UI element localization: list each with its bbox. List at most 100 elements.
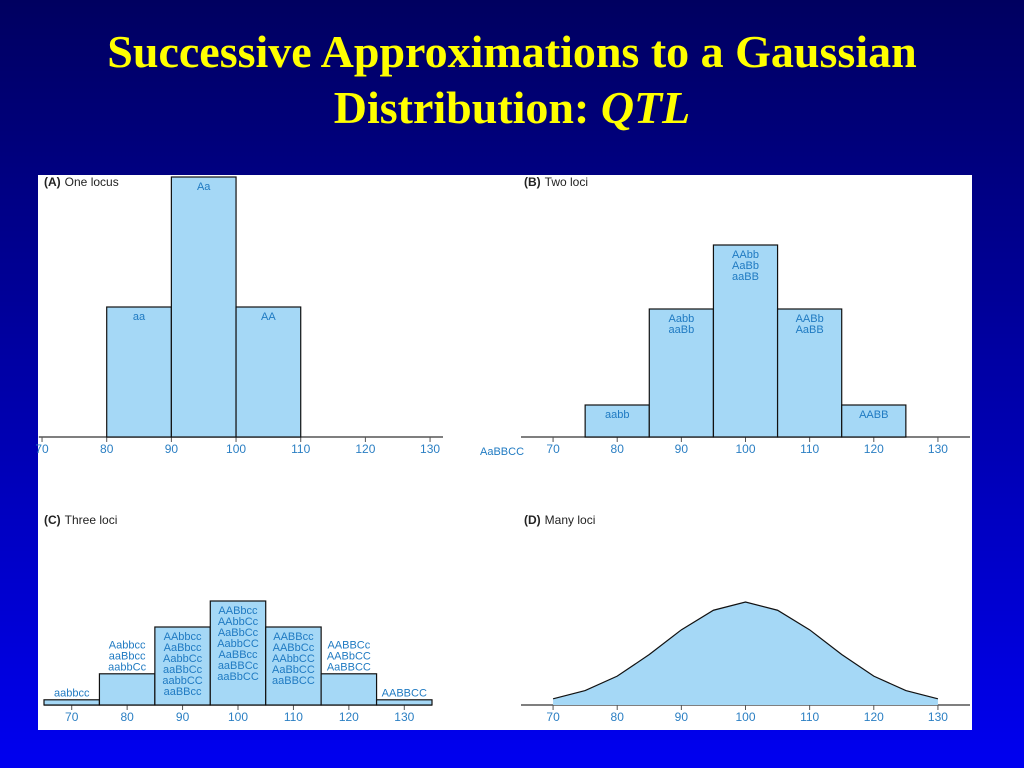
bar-label: AAbbCc bbox=[218, 616, 259, 628]
bar-label: AaBBCC bbox=[327, 662, 371, 674]
bar-label: AaBbcc bbox=[164, 642, 202, 654]
bar-label: aaBbCc bbox=[163, 664, 203, 676]
bar-label: aaBbCC bbox=[217, 671, 259, 683]
bar-label: aabbcc bbox=[54, 688, 90, 700]
x-tick-label: 90 bbox=[675, 442, 689, 456]
x-tick-label: 70 bbox=[65, 710, 79, 724]
bar-label: Aabbcc bbox=[109, 640, 146, 652]
bar-label: AabbCC bbox=[217, 638, 259, 650]
bar bbox=[43, 699, 101, 706]
x-tick-label: 80 bbox=[611, 442, 625, 456]
panel-letter: (B) bbox=[524, 175, 541, 189]
bar-label: AABBCC bbox=[382, 688, 427, 700]
bar-label: aaBBcc bbox=[164, 686, 202, 698]
bar bbox=[170, 176, 237, 438]
bar-label: Aa bbox=[197, 181, 211, 193]
bar-label: AaBb bbox=[732, 260, 759, 272]
x-tick-label: 120 bbox=[864, 710, 884, 724]
panel-name: Two loci bbox=[545, 175, 588, 189]
x-tick-label: 110 bbox=[800, 442, 819, 456]
annotation: AaBBCC bbox=[480, 446, 524, 458]
bar-label: AAbbCC bbox=[272, 653, 315, 665]
area-outline bbox=[552, 601, 939, 700]
panel-name: Three loci bbox=[65, 513, 118, 527]
x-tick-label: 90 bbox=[176, 710, 190, 724]
bar bbox=[584, 404, 650, 438]
x-tick-label: 130 bbox=[394, 710, 414, 724]
area-fill bbox=[553, 602, 938, 705]
bar-label: AAbb bbox=[732, 249, 759, 261]
title-text: Successive Approximations to a Gaussian … bbox=[107, 26, 917, 133]
x-tick-label: 100 bbox=[735, 710, 755, 724]
panel-title: (C) Three loci bbox=[44, 513, 117, 527]
x-tick-label: 90 bbox=[675, 710, 689, 724]
bar-label: AABBCc bbox=[327, 640, 370, 652]
bar-label: aaBBCC bbox=[272, 675, 315, 687]
bar-label: AaBbCC bbox=[272, 664, 315, 676]
bar bbox=[235, 306, 302, 438]
bar-label: AA bbox=[261, 311, 276, 323]
bar-label: AABB bbox=[859, 409, 888, 421]
bar bbox=[841, 404, 907, 438]
x-tick-label: 120 bbox=[864, 442, 884, 456]
bar-label: AABbCc bbox=[273, 642, 315, 654]
x-tick-label: 80 bbox=[611, 710, 625, 724]
x-tick-label: 120 bbox=[355, 442, 375, 456]
x-tick-label: 100 bbox=[228, 710, 248, 724]
bar bbox=[98, 673, 156, 706]
panel-title: (D) Many loci bbox=[524, 513, 595, 527]
bar bbox=[106, 306, 172, 438]
x-tick-label: 70 bbox=[35, 442, 49, 456]
bar-label: AAbbcc bbox=[164, 631, 202, 643]
bar-label: aabbCc bbox=[108, 662, 146, 674]
bar-label: aaBb bbox=[669, 324, 695, 336]
bar bbox=[776, 308, 843, 438]
bar-label: aaBB bbox=[732, 271, 759, 283]
bar-label: AABbCC bbox=[327, 651, 371, 663]
x-tick-label: 100 bbox=[226, 442, 246, 456]
bar-label: aa bbox=[133, 311, 146, 323]
bar-label: AABBcc bbox=[273, 631, 314, 643]
title-emphasis: QTL bbox=[600, 82, 691, 133]
x-tick-label: 110 bbox=[284, 710, 303, 724]
bar-label: aaBBCc bbox=[218, 660, 259, 672]
panel-letter: (C) bbox=[44, 513, 61, 527]
x-tick-label: 70 bbox=[546, 710, 560, 724]
bar-label: aaBbcc bbox=[109, 651, 146, 663]
panel-name: Many loci bbox=[545, 513, 596, 527]
x-tick-label: 130 bbox=[928, 442, 948, 456]
x-tick-label: 80 bbox=[100, 442, 114, 456]
x-tick-label: 120 bbox=[339, 710, 359, 724]
bar-label: AaBB bbox=[796, 324, 824, 336]
bar-label: AaBbCc bbox=[218, 627, 259, 639]
bar-label: Aabb bbox=[669, 313, 695, 325]
bar bbox=[154, 626, 211, 706]
bar bbox=[265, 626, 322, 706]
x-tick-label: 110 bbox=[291, 442, 310, 456]
bar bbox=[375, 699, 433, 706]
panel-title: (A) One locus bbox=[44, 175, 119, 189]
panel-title: (B) Two loci bbox=[524, 175, 588, 189]
panel-letter: (A) bbox=[44, 175, 61, 189]
x-tick-label: 130 bbox=[928, 710, 948, 724]
x-tick-label: 70 bbox=[546, 442, 560, 456]
slide-title: Successive Approximations to a Gaussian … bbox=[0, 24, 1024, 136]
bar-label: AaBBcc bbox=[218, 649, 258, 661]
x-tick-label: 90 bbox=[165, 442, 179, 456]
bar-label: AABb bbox=[796, 313, 824, 325]
bar-label: aabb bbox=[605, 409, 629, 421]
bar bbox=[648, 308, 715, 438]
panel-name: One locus bbox=[65, 175, 119, 189]
panel-letter: (D) bbox=[524, 513, 541, 527]
x-tick-label: 80 bbox=[120, 710, 134, 724]
x-tick-label: 130 bbox=[420, 442, 440, 456]
x-tick-label: 100 bbox=[735, 442, 755, 456]
bar bbox=[712, 244, 779, 438]
bar-label: aabbCC bbox=[162, 675, 202, 687]
x-tick-label: 110 bbox=[800, 710, 819, 724]
bar-label: AabbCc bbox=[163, 653, 203, 665]
bar bbox=[209, 600, 267, 706]
bar-label: AABbcc bbox=[218, 605, 258, 617]
